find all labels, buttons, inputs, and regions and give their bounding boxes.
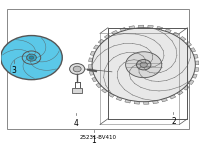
Polygon shape — [36, 40, 49, 58]
Polygon shape — [24, 59, 36, 78]
Wedge shape — [172, 32, 179, 37]
Wedge shape — [169, 94, 176, 99]
Circle shape — [136, 60, 151, 70]
Text: 25231-BV410: 25231-BV410 — [80, 136, 117, 141]
Polygon shape — [15, 40, 34, 55]
Wedge shape — [148, 25, 153, 29]
Wedge shape — [112, 30, 118, 35]
Polygon shape — [18, 39, 36, 55]
Polygon shape — [2, 50, 30, 56]
Polygon shape — [34, 53, 60, 62]
Wedge shape — [161, 98, 167, 102]
Polygon shape — [36, 38, 45, 57]
Polygon shape — [30, 61, 52, 73]
Polygon shape — [11, 57, 27, 73]
Wedge shape — [185, 42, 192, 46]
FancyBboxPatch shape — [72, 88, 82, 93]
Wedge shape — [120, 27, 126, 32]
Wedge shape — [190, 48, 196, 52]
Wedge shape — [90, 51, 96, 56]
Wedge shape — [116, 96, 123, 101]
Circle shape — [140, 62, 147, 67]
Wedge shape — [194, 68, 199, 72]
Polygon shape — [35, 50, 59, 61]
Wedge shape — [89, 58, 94, 62]
Polygon shape — [34, 56, 61, 63]
Wedge shape — [193, 54, 198, 58]
Wedge shape — [125, 99, 131, 103]
Polygon shape — [9, 56, 28, 71]
Wedge shape — [176, 90, 183, 95]
Polygon shape — [23, 59, 32, 78]
Wedge shape — [194, 61, 199, 65]
Circle shape — [126, 52, 162, 78]
Wedge shape — [144, 101, 149, 104]
Text: 3: 3 — [11, 66, 16, 75]
Circle shape — [92, 28, 195, 102]
Polygon shape — [4, 48, 31, 55]
Wedge shape — [138, 25, 144, 29]
Polygon shape — [22, 38, 37, 55]
Wedge shape — [153, 100, 158, 104]
Polygon shape — [31, 61, 57, 70]
Circle shape — [1, 36, 62, 80]
Polygon shape — [31, 61, 55, 71]
Wedge shape — [134, 101, 140, 104]
Polygon shape — [36, 39, 47, 58]
Polygon shape — [3, 49, 31, 55]
Circle shape — [73, 66, 81, 72]
Wedge shape — [93, 45, 100, 50]
Text: 4: 4 — [74, 119, 79, 128]
Wedge shape — [104, 34, 111, 39]
Circle shape — [29, 56, 34, 59]
Circle shape — [70, 64, 85, 74]
Text: 1: 1 — [92, 136, 96, 145]
Wedge shape — [129, 26, 135, 30]
Text: 2: 2 — [171, 117, 176, 126]
Wedge shape — [191, 74, 197, 78]
Wedge shape — [96, 83, 102, 88]
Wedge shape — [88, 65, 93, 69]
Wedge shape — [183, 85, 189, 90]
Wedge shape — [188, 80, 194, 85]
Circle shape — [22, 51, 41, 64]
Polygon shape — [7, 55, 28, 69]
Wedge shape — [165, 29, 171, 33]
Wedge shape — [179, 36, 186, 41]
Wedge shape — [156, 26, 163, 30]
Wedge shape — [108, 93, 115, 97]
Wedge shape — [98, 39, 105, 44]
Polygon shape — [21, 59, 28, 78]
Wedge shape — [92, 77, 98, 82]
Wedge shape — [89, 71, 95, 75]
Wedge shape — [101, 88, 108, 93]
Circle shape — [27, 54, 36, 61]
